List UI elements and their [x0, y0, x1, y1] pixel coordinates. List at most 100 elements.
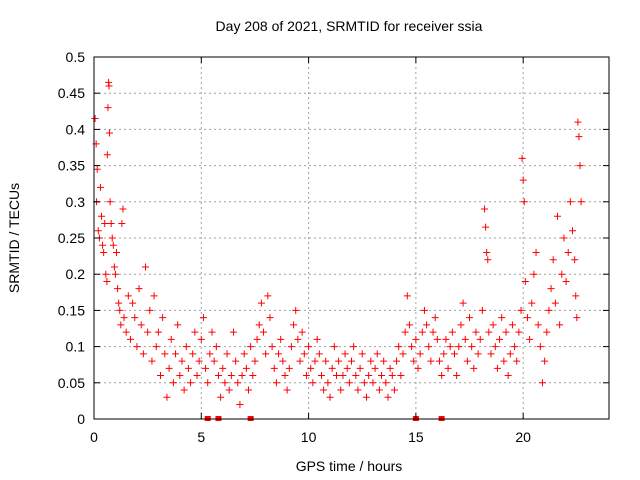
data-point [105, 82, 113, 90]
data-point [369, 379, 377, 387]
data-point [212, 343, 220, 351]
data-point [106, 198, 114, 206]
data-point [137, 321, 145, 329]
data-point [96, 183, 104, 191]
data-point [236, 401, 244, 409]
data-point [433, 335, 441, 343]
data-point [520, 198, 528, 206]
data-point [242, 364, 250, 372]
data-point [551, 299, 559, 307]
axis-ticks [93, 56, 609, 420]
data-point [111, 270, 119, 278]
data-point [174, 321, 182, 329]
data-point [94, 227, 102, 235]
data-point [240, 350, 248, 358]
data-point [564, 248, 572, 256]
data-point [131, 314, 139, 322]
data-point [157, 372, 165, 380]
data-point [332, 372, 340, 380]
data-point [484, 256, 492, 264]
data-point [498, 314, 506, 322]
data-point [238, 372, 246, 380]
grid-layer [94, 57, 609, 419]
data-point [528, 299, 536, 307]
data-point [438, 372, 446, 380]
x-tick-label: 15 [408, 429, 424, 445]
data-point [556, 321, 564, 329]
data-point [191, 328, 199, 336]
data-point [204, 379, 212, 387]
data-point [463, 357, 471, 365]
data-point [270, 364, 278, 372]
data-point [547, 285, 555, 293]
data-point [199, 314, 207, 322]
data-point [572, 292, 580, 300]
data-point [577, 198, 585, 206]
data-point [530, 270, 538, 278]
data-point [234, 379, 242, 387]
data-point [461, 335, 469, 343]
x-axis-label: GPS time / hours [296, 458, 403, 474]
data-point [161, 350, 169, 358]
data-point [350, 343, 358, 351]
data-point [245, 386, 252, 394]
data-point [135, 285, 143, 293]
data-point [176, 372, 184, 380]
data-point [393, 357, 401, 365]
data-point [322, 357, 330, 365]
data-point [448, 328, 456, 336]
data-point [247, 343, 255, 351]
data-point [109, 241, 117, 249]
data-point [523, 314, 531, 322]
data-point [172, 350, 180, 358]
data-point [574, 118, 582, 126]
data-point [517, 306, 525, 314]
y-tick-label: 0.25 [58, 230, 85, 246]
data-point [150, 292, 158, 300]
data-point [367, 357, 375, 365]
data-point [414, 364, 422, 372]
data-point [566, 198, 574, 206]
data-point [214, 372, 222, 380]
data-point [167, 335, 175, 343]
data-point [576, 162, 584, 170]
data-point [521, 277, 529, 285]
data-point [429, 328, 437, 336]
data-point [343, 364, 351, 372]
y-tick-label: 0.4 [66, 121, 86, 137]
data-point [526, 335, 534, 343]
data-point [549, 256, 557, 264]
data-point [451, 350, 458, 358]
data-point [100, 248, 108, 256]
data-point [227, 372, 235, 380]
data-point [317, 372, 325, 380]
data-point [163, 393, 171, 401]
data-point [253, 335, 261, 343]
data-point [354, 386, 362, 394]
data-point [120, 314, 128, 322]
data-point [515, 328, 523, 336]
data-point [444, 364, 452, 372]
data-point [133, 343, 141, 351]
data-point [405, 321, 413, 329]
data-point [560, 234, 568, 242]
data-point [493, 364, 501, 372]
data-point [337, 386, 345, 394]
data-point [113, 248, 121, 256]
data-point [339, 372, 347, 380]
data-point [101, 220, 109, 228]
data-point [129, 299, 137, 307]
data-point [257, 299, 265, 307]
data-point [459, 299, 467, 307]
data-point [210, 357, 218, 365]
data-point [102, 270, 110, 278]
data-point [435, 357, 443, 365]
data-point [225, 386, 233, 394]
data-point [298, 328, 306, 336]
data-point [116, 306, 124, 314]
data-point [382, 379, 390, 387]
data-point [345, 379, 353, 387]
data-point [420, 306, 428, 314]
data-point [541, 357, 549, 365]
data-point [500, 357, 508, 365]
